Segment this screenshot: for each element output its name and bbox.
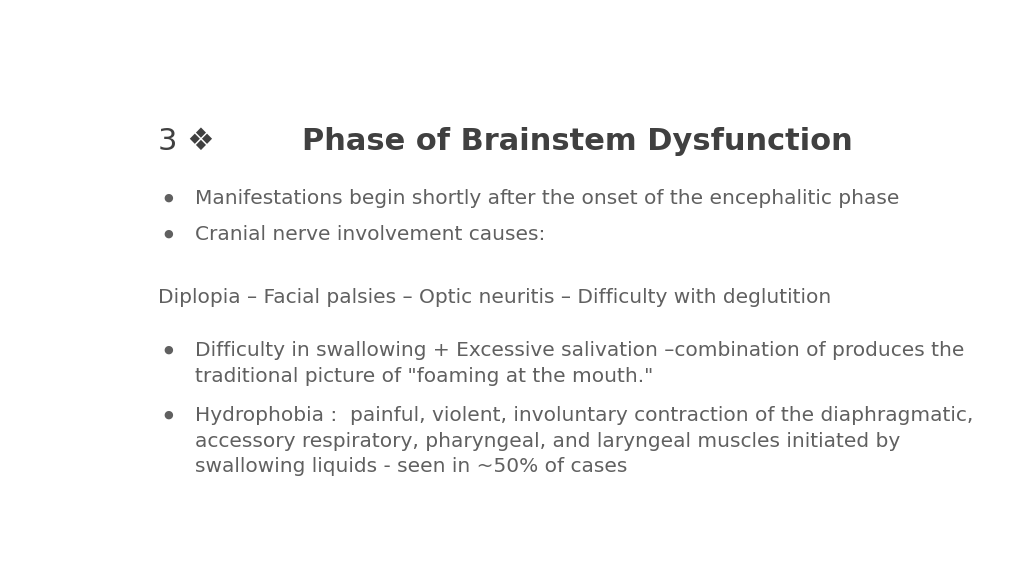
Text: ●: ● (164, 192, 173, 202)
Text: ●: ● (164, 229, 173, 239)
Text: Difficulty in swallowing + Excessive salivation –combination of produces the
tra: Difficulty in swallowing + Excessive sal… (196, 342, 965, 386)
Text: 3 ❖: 3 ❖ (158, 127, 224, 156)
Text: Hydrophobia :  painful, violent, involuntary contraction of the diaphragmatic,
a: Hydrophobia : painful, violent, involunt… (196, 406, 974, 476)
Text: Cranial nerve involvement causes:: Cranial nerve involvement causes: (196, 225, 546, 244)
Text: ●: ● (164, 345, 173, 355)
Text: Diplopia – Facial palsies – Optic neuritis – Difficulty with deglutition: Diplopia – Facial palsies – Optic neurit… (158, 288, 831, 307)
Text: Manifestations begin shortly after the onset of the encephalitic phase: Manifestations begin shortly after the o… (196, 189, 900, 208)
Text: ●: ● (164, 410, 173, 419)
Text: Phase of Brainstem Dysfunction: Phase of Brainstem Dysfunction (302, 127, 853, 156)
